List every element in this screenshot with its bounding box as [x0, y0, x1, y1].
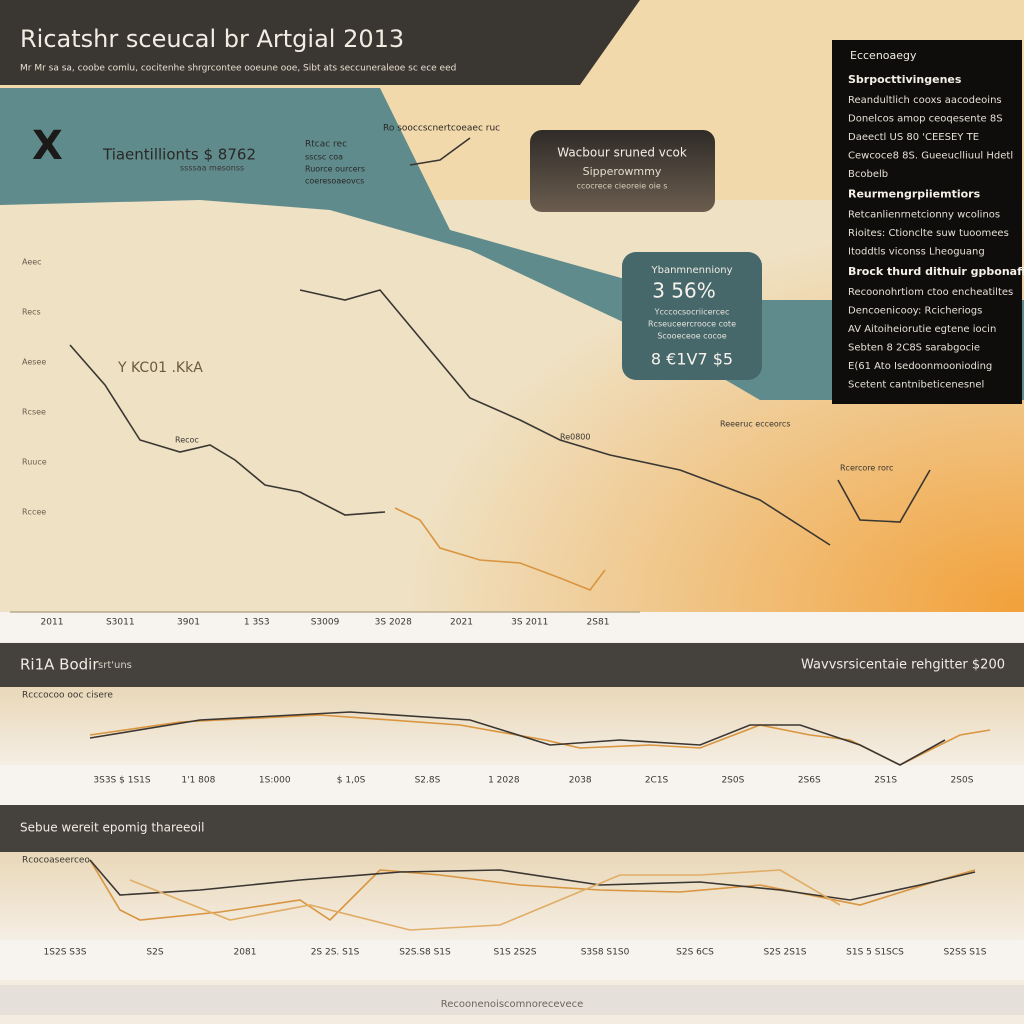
panel-line: Reandultlich cooxs aacodeoins: [848, 95, 1002, 106]
y-label: Recs: [22, 308, 41, 317]
x-label: S2S.S8 S1S: [399, 948, 451, 958]
x-label: 1S2S S3S: [44, 948, 87, 958]
section3-note: Rcocoaseerceo: [22, 856, 90, 866]
x-label: 2S6S: [798, 776, 821, 786]
x-label: S3011: [106, 618, 135, 628]
x-label: 3S 2011: [511, 618, 548, 628]
panel-line: E(61 Ato Isedoonmoonioding: [848, 361, 992, 372]
panel-line: Scetent cantnibeticenesnel: [848, 380, 984, 391]
stat-value: 3 56%: [652, 279, 716, 303]
panel-line: Sebten 8 2C8S sarabgocie: [848, 343, 980, 354]
y-label: Rcsee: [22, 408, 46, 417]
stat-total: 8 €1V7 $5: [651, 350, 733, 369]
x-label: 2011: [41, 618, 64, 628]
chart-note: Re0800: [560, 433, 590, 442]
stat-line: Ycccocsocriicercec: [654, 308, 730, 317]
x-label: 2021: [450, 618, 473, 628]
callout-note: ccocrece cieoreie oie s: [577, 182, 668, 191]
panel-line: Cewcoce8 8S. Gueeuclliuul Hdetl: [848, 151, 1013, 162]
x-label: S1S 5 S1SCS: [846, 948, 904, 958]
x-label: 1'1 808: [181, 776, 215, 786]
chart-note: Recoc: [175, 436, 199, 445]
main-label: Tiaentillionts $ 8762: [102, 146, 256, 164]
section2-note: Rcccocoo ooc cisere: [22, 691, 113, 701]
peak-note: Ro sooccscnertcoeaec ruc: [383, 124, 500, 134]
note-line: coeresoaeovcs: [305, 177, 364, 186]
x-label: S2S: [146, 948, 163, 958]
y-label: Ruuce: [22, 458, 47, 467]
x-label: S2.8S: [415, 776, 441, 786]
main-note: ssssaa mesonss: [180, 164, 244, 173]
note-line: sscsc coa: [305, 153, 343, 162]
y-label: Rccee: [22, 508, 46, 517]
section3-lines: [89, 859, 976, 931]
stat-label: Ybanmnenniony: [651, 265, 733, 276]
panel-line: Bcobelb: [848, 169, 888, 180]
x-label: 3901: [177, 618, 200, 628]
stat-line: Scooeceoe cocoe: [657, 332, 726, 341]
badge: X: [32, 123, 63, 169]
x-label: $ 1,0S: [337, 776, 366, 786]
x-label: 1S:000: [259, 776, 291, 786]
x-label: 2038: [569, 776, 592, 786]
panel-group-heading: Reurmengrpiiemtiors: [848, 188, 981, 201]
chart-note: Reeeruc ecceorcs: [720, 420, 790, 429]
note-title: Rtcac rec: [305, 140, 347, 150]
x-label: 2S 2S. S1S: [311, 948, 360, 958]
x-label: 3S3S $ 1S1S: [93, 776, 150, 786]
panel-line: Dencoenicooy: Rcicheriogs: [848, 306, 982, 317]
panel-line: Recoonohrtiom ctoo encheatiltes: [848, 287, 1013, 298]
section2-right: Wavvsrsicentaie rehgitter $200: [801, 658, 1005, 673]
callout-subtitle: Sipperowmmy: [583, 165, 662, 178]
panel-line: Retcanlienrnetcionny wcolinos: [848, 210, 1000, 221]
x-label: 1 3S3: [244, 618, 270, 628]
stat-box: [622, 252, 762, 380]
panel-line: Daeectl US 80 'CEESEY TE: [848, 132, 979, 143]
panel-heading: Eccenoaegy: [850, 49, 917, 62]
x-label: 2C1S: [645, 776, 669, 786]
section2-lines: [89, 711, 991, 766]
x-label: S1S 2S2S: [494, 948, 537, 958]
section2-title: Ri1A Bodir: [20, 656, 99, 674]
panel-line: Rioites: Ctionclte suw tuoomees: [848, 228, 1009, 239]
x-label: 2081: [234, 948, 257, 958]
x-label: 2S1S: [874, 776, 897, 786]
info-panel: [832, 40, 1022, 404]
x-label: S2S 6CS: [676, 948, 714, 958]
note-line: Ruorce ourcers: [305, 165, 365, 174]
y-label: Aesee: [22, 358, 46, 367]
y-label: Aeec: [22, 258, 42, 267]
x-label: S3009: [311, 618, 340, 628]
x-label: 1 2028: [488, 776, 520, 786]
x-label: 2S0S: [721, 776, 744, 786]
x-label: 2S81: [587, 618, 610, 628]
callout-box: [530, 130, 715, 212]
x-label: S3S8 S1S0: [581, 948, 630, 958]
mid-label: Y KC01 .KkA: [117, 360, 203, 376]
footer: Recoonenoiscomnorecevece: [441, 999, 584, 1010]
panel-line: Donelcos amop ceoqesente 8S: [848, 114, 1003, 125]
main-lines: [10, 137, 931, 613]
panel-line: Itoddtls viconss Lheoguang: [848, 247, 985, 258]
x-label: 2S0S: [951, 776, 974, 786]
x-label: S2SS S1S: [944, 948, 987, 958]
title: Ricatshr sceucal br Artgial 2013: [20, 25, 404, 53]
x-label: 3S 2028: [375, 618, 412, 628]
stat-line: Rcseuceercrooce cote: [648, 320, 736, 329]
panel-group-heading: Brock thurd dithuir gpbonafis: [848, 265, 1024, 278]
chart-note: Rcercore rorc: [840, 464, 893, 473]
subtitle: Mr Mr sa sa, coobe comlu, cocitenhe shrg…: [20, 64, 456, 74]
section2-tag: srt'uns: [98, 660, 132, 671]
x-label: S2S 2S1S: [764, 948, 807, 958]
panel-line: AV Aitoiheiorutie egtene iocin: [848, 324, 996, 335]
panel-group-heading: Sbrpocttivingenes: [848, 73, 962, 86]
callout-title: Wacbour sruned vcok: [557, 146, 687, 160]
section3-title: Sebue wereit epomig thareeoil: [20, 821, 204, 835]
